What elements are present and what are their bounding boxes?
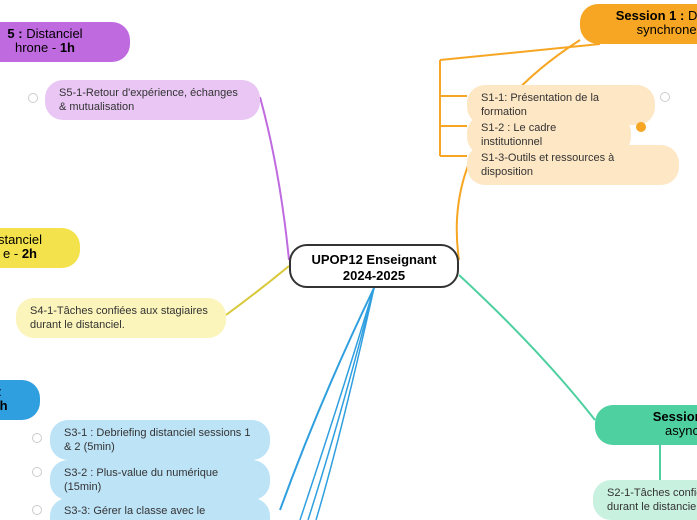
s3-child-1[interactable]: S3-2 : Plus-value du numérique (15min)	[50, 460, 270, 500]
s3-child-2-expand-dot[interactable]	[32, 505, 42, 515]
s1-child-0-expand-dot[interactable]	[660, 92, 670, 102]
s5-header[interactable]: 5 : Distancielhrone - 1h	[0, 22, 130, 62]
s3-header[interactable]: :3h	[0, 380, 40, 420]
s5-child-0-expand-dot[interactable]	[28, 93, 38, 103]
s4-header[interactable]: stanciele - 2h	[0, 228, 80, 268]
s2-child-0[interactable]: S2-1-Tâches confiées adurant le distanci…	[593, 480, 697, 520]
s3-child-1-expand-dot[interactable]	[32, 467, 42, 477]
s4-child-0[interactable]: S4-1-Tâches confiées aux stagiaires dura…	[16, 298, 226, 338]
s2-header[interactable]: Session 2 : Diasynchron	[595, 405, 697, 445]
center-node[interactable]: UPOP12 Enseignant2024-2025	[289, 244, 459, 288]
s3-child-0-expand-dot[interactable]	[32, 433, 42, 443]
s5-child-0[interactable]: S5-1-Retour d'expérience, échanges & mut…	[45, 80, 260, 120]
s1-header[interactable]: Session 1 : Distancielsynchrone - 1h	[580, 4, 697, 44]
s1-child-1-expand-dot[interactable]	[636, 122, 646, 132]
s1-child-2[interactable]: S1-3-Outils et ressources à disposition	[467, 145, 679, 185]
s3-child-0[interactable]: S3-1 : Debriefing distanciel sessions 1 …	[50, 420, 270, 460]
s3-child-2[interactable]: S3-3: Gérer la classe avec le numérique	[50, 498, 270, 520]
